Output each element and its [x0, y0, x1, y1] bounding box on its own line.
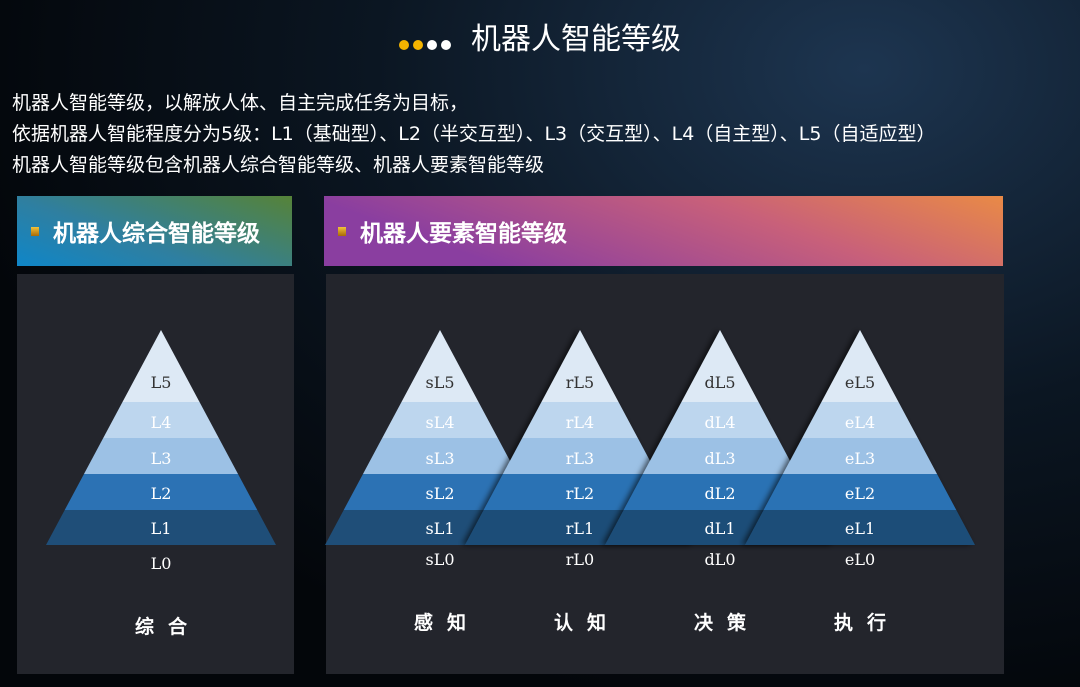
pyramid-band: [122, 330, 200, 402]
intro-line: 依据机器人智能程度分为5级：L1（基础型）、L2（半交互型）、L3（交互型）、L…: [12, 123, 936, 145]
level-label: dL2: [704, 484, 735, 503]
overall-level-header: 机器人综合智能等级: [17, 196, 292, 266]
level-label: sL2: [425, 484, 454, 503]
level-label: eL5: [845, 373, 875, 392]
pyramid-band: [541, 330, 619, 402]
pyramid-band: [382, 402, 498, 438]
level-label: L2: [151, 484, 172, 503]
level-label: rL1: [566, 519, 594, 538]
level-label: dL1: [704, 519, 735, 538]
pyramid-3: [605, 330, 835, 545]
category-label: 决策: [693, 612, 761, 634]
level-label: rL2: [566, 484, 594, 503]
level-label: rL4: [566, 413, 594, 432]
level-label: sL4: [425, 413, 454, 432]
level-label: eL1: [845, 519, 875, 538]
pyramid-band: [64, 474, 258, 510]
base-level-label: sL0: [425, 550, 454, 569]
pyramid-band: [502, 438, 658, 474]
pyramid-band: [642, 438, 798, 474]
pyramid-band: [821, 330, 899, 402]
pyramid-4: [745, 330, 975, 545]
category-label: 认知: [553, 612, 621, 634]
pyramid-band: [745, 510, 975, 545]
title-dots-icon: [399, 23, 455, 58]
pyramid-0: [46, 330, 276, 545]
intro-line: 机器人智能等级包含机器人综合智能等级、机器人要素智能等级: [12, 154, 545, 176]
pyramid-band: [46, 510, 276, 545]
level-label: sL5: [425, 373, 454, 392]
level-label: eL3: [845, 449, 875, 468]
base-level-label: dL0: [704, 550, 735, 569]
category-label: 综合: [134, 616, 202, 638]
level-label: L5: [151, 373, 172, 392]
page-title: 机器人智能等级: [0, 14, 1080, 58]
level-label: eL2: [845, 484, 875, 503]
category-label: 执行: [833, 612, 901, 634]
level-label: L1: [151, 519, 172, 538]
level-label: sL1: [425, 519, 454, 538]
base-level-label: eL0: [845, 550, 875, 569]
element-level-header: 机器人要素智能等级: [324, 196, 1003, 266]
intro-text: 机器人智能等级，以解放人体、自主完成任务为目标， 依据机器人智能程度分为5级：L…: [12, 88, 935, 181]
pyramid-band: [103, 402, 219, 438]
pyramid-band: [681, 330, 759, 402]
bullet-icon: [31, 226, 39, 236]
level-label: dL5: [704, 373, 735, 392]
header-text: 机器人综合智能等级: [53, 221, 260, 247]
pyramid-band: [83, 438, 239, 474]
base-level-label: L0: [151, 554, 172, 573]
pyramid-band: [763, 474, 957, 510]
pyramid-band: [522, 402, 638, 438]
pyramid-band: [662, 402, 778, 438]
level-label: L3: [151, 449, 172, 468]
pyramid-band: [483, 474, 677, 510]
level-label: sL3: [425, 449, 454, 468]
intro-line: 机器人智能等级，以解放人体、自主完成任务为目标，: [12, 92, 469, 114]
pyramid-band: [802, 402, 918, 438]
header-text: 机器人要素智能等级: [360, 221, 567, 247]
pyramid-band: [343, 474, 537, 510]
pyramid-2: [465, 330, 695, 545]
base-level-label: rL0: [566, 550, 594, 569]
title-text: 机器人智能等级: [471, 22, 681, 57]
bullet-icon: [338, 226, 346, 236]
pyramid-band: [401, 330, 479, 402]
level-label: L4: [151, 413, 172, 432]
level-label: dL4: [704, 413, 735, 432]
pyramid-band: [623, 474, 817, 510]
level-label: dL3: [704, 449, 735, 468]
level-label: eL4: [845, 413, 875, 432]
pyramid-1: [325, 330, 555, 545]
level-label: rL5: [566, 373, 594, 392]
pyramid-band: [362, 438, 518, 474]
level-label: rL3: [566, 449, 594, 468]
pyramid-band: [782, 438, 938, 474]
category-label: 感知: [413, 612, 481, 634]
